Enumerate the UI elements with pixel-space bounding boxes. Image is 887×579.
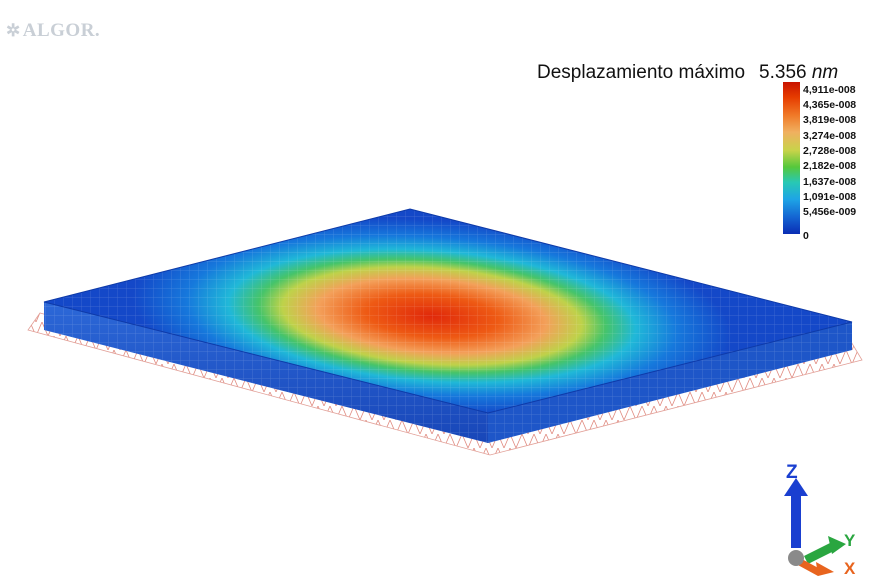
legend-tick: 3,819e-008 [803, 114, 857, 126]
legend-title-label: Desplazamiento máximo [537, 62, 746, 83]
side-mesh-right [488, 322, 852, 443]
logo-star-icon: ✲ [6, 21, 21, 40]
logo-text: ALGOR. [22, 20, 101, 41]
side-mesh-left [44, 302, 488, 443]
z-axis-label: Z [786, 462, 798, 483]
legend-tick: 1,091e-008 [803, 191, 857, 203]
y-axis-label: Y [844, 531, 856, 550]
legend-tick: 2,728e-008 [803, 145, 857, 157]
z-axis-arrow [791, 492, 801, 548]
legend-tick: 4,365e-008 [803, 99, 857, 111]
legend-tick: 0 [803, 230, 809, 242]
plate-outline [43, 208, 853, 414]
legend-tick: 3,274e-008 [803, 130, 857, 142]
legend-tick: 5,456e-009 [803, 206, 857, 218]
legend-tick: 4,911e-008 [803, 84, 856, 96]
displacement-colorbar [783, 82, 800, 234]
legend-max-value: 5.356 [759, 62, 807, 83]
legend-title: Desplazamiento máximo 5.356 nm [537, 62, 838, 84]
legend-tick: 1,637e-008 [803, 176, 857, 188]
legend-unit: nm [811, 62, 839, 83]
legend-tick: 2,182e-008 [803, 160, 857, 172]
axis-triad: Z Y X [784, 462, 856, 576]
triad-origin [788, 550, 804, 566]
x-axis-label: X [844, 559, 856, 576]
y-axis-arrow [804, 542, 836, 564]
algor-logo: ✲ ALGOR. [6, 20, 100, 42]
